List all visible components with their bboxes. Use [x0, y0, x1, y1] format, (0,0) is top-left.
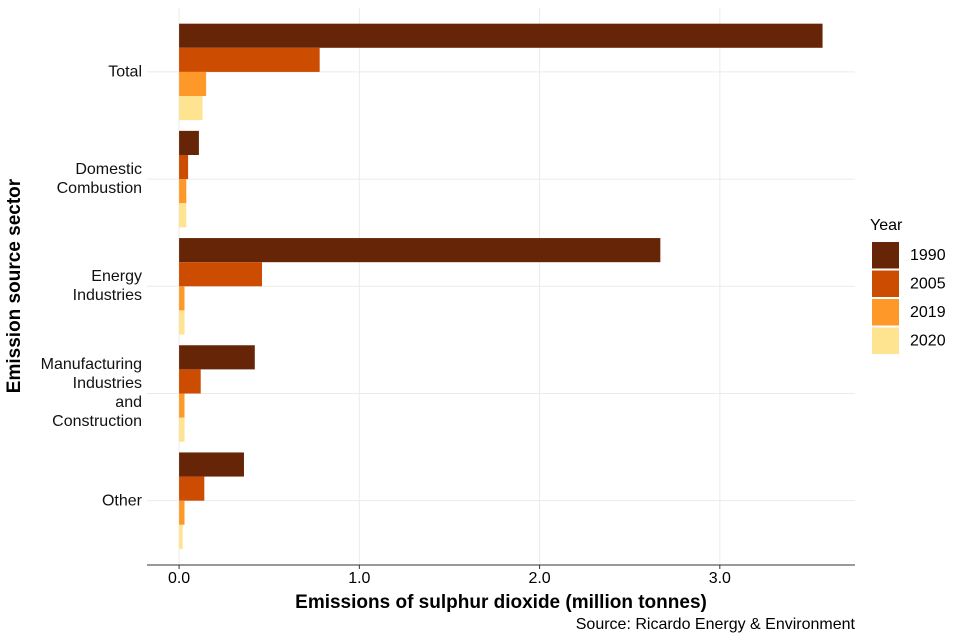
- bar: [179, 203, 187, 228]
- bar: [179, 417, 185, 442]
- y-axis-title: Emission source sector: [4, 178, 25, 393]
- bar: [179, 369, 201, 394]
- y-tick-label: Energy Industries: [72, 268, 142, 305]
- x-tick-label: 3.0: [709, 570, 731, 587]
- bar: [179, 500, 185, 525]
- bar: [179, 393, 185, 418]
- bar: [179, 23, 823, 48]
- legend-label: 2019: [910, 304, 946, 321]
- legend-key: [872, 242, 899, 269]
- bar: [179, 452, 244, 477]
- bar: [179, 154, 189, 180]
- bar: [179, 524, 183, 549]
- bar: [179, 238, 661, 263]
- source-note: Source: Ricardo Energy & Environment: [576, 616, 856, 633]
- legend-key: [872, 270, 899, 297]
- x-tick-label: 1.0: [348, 570, 370, 587]
- bar: [179, 476, 205, 501]
- legend-key: [872, 299, 899, 326]
- y-tick-label: Manufacturing Industries and Constructio…: [40, 356, 142, 431]
- bar: [179, 47, 320, 72]
- bar: [179, 71, 207, 97]
- x-axis-title: Emissions of sulphur dioxide (million to…: [295, 592, 707, 613]
- legend-label: 2020: [910, 333, 946, 350]
- legend-key: [872, 327, 899, 354]
- legend-label: 2005: [910, 276, 946, 293]
- bar: [179, 130, 199, 155]
- x-tick-label: 0.0: [168, 570, 190, 587]
- legend-title: Year: [870, 217, 903, 234]
- y-tick-label: Other: [101, 492, 142, 510]
- bar: [179, 96, 203, 121]
- bar: [179, 286, 185, 311]
- bar: [179, 310, 185, 335]
- y-tick-label: Total: [108, 63, 142, 81]
- bar: [179, 262, 262, 287]
- x-tick-label: 2.0: [528, 570, 550, 587]
- bar: [179, 345, 255, 370]
- legend-label: 1990: [910, 247, 946, 264]
- bar: [179, 179, 187, 204]
- y-tick-label: Domestic Combustion: [56, 161, 142, 198]
